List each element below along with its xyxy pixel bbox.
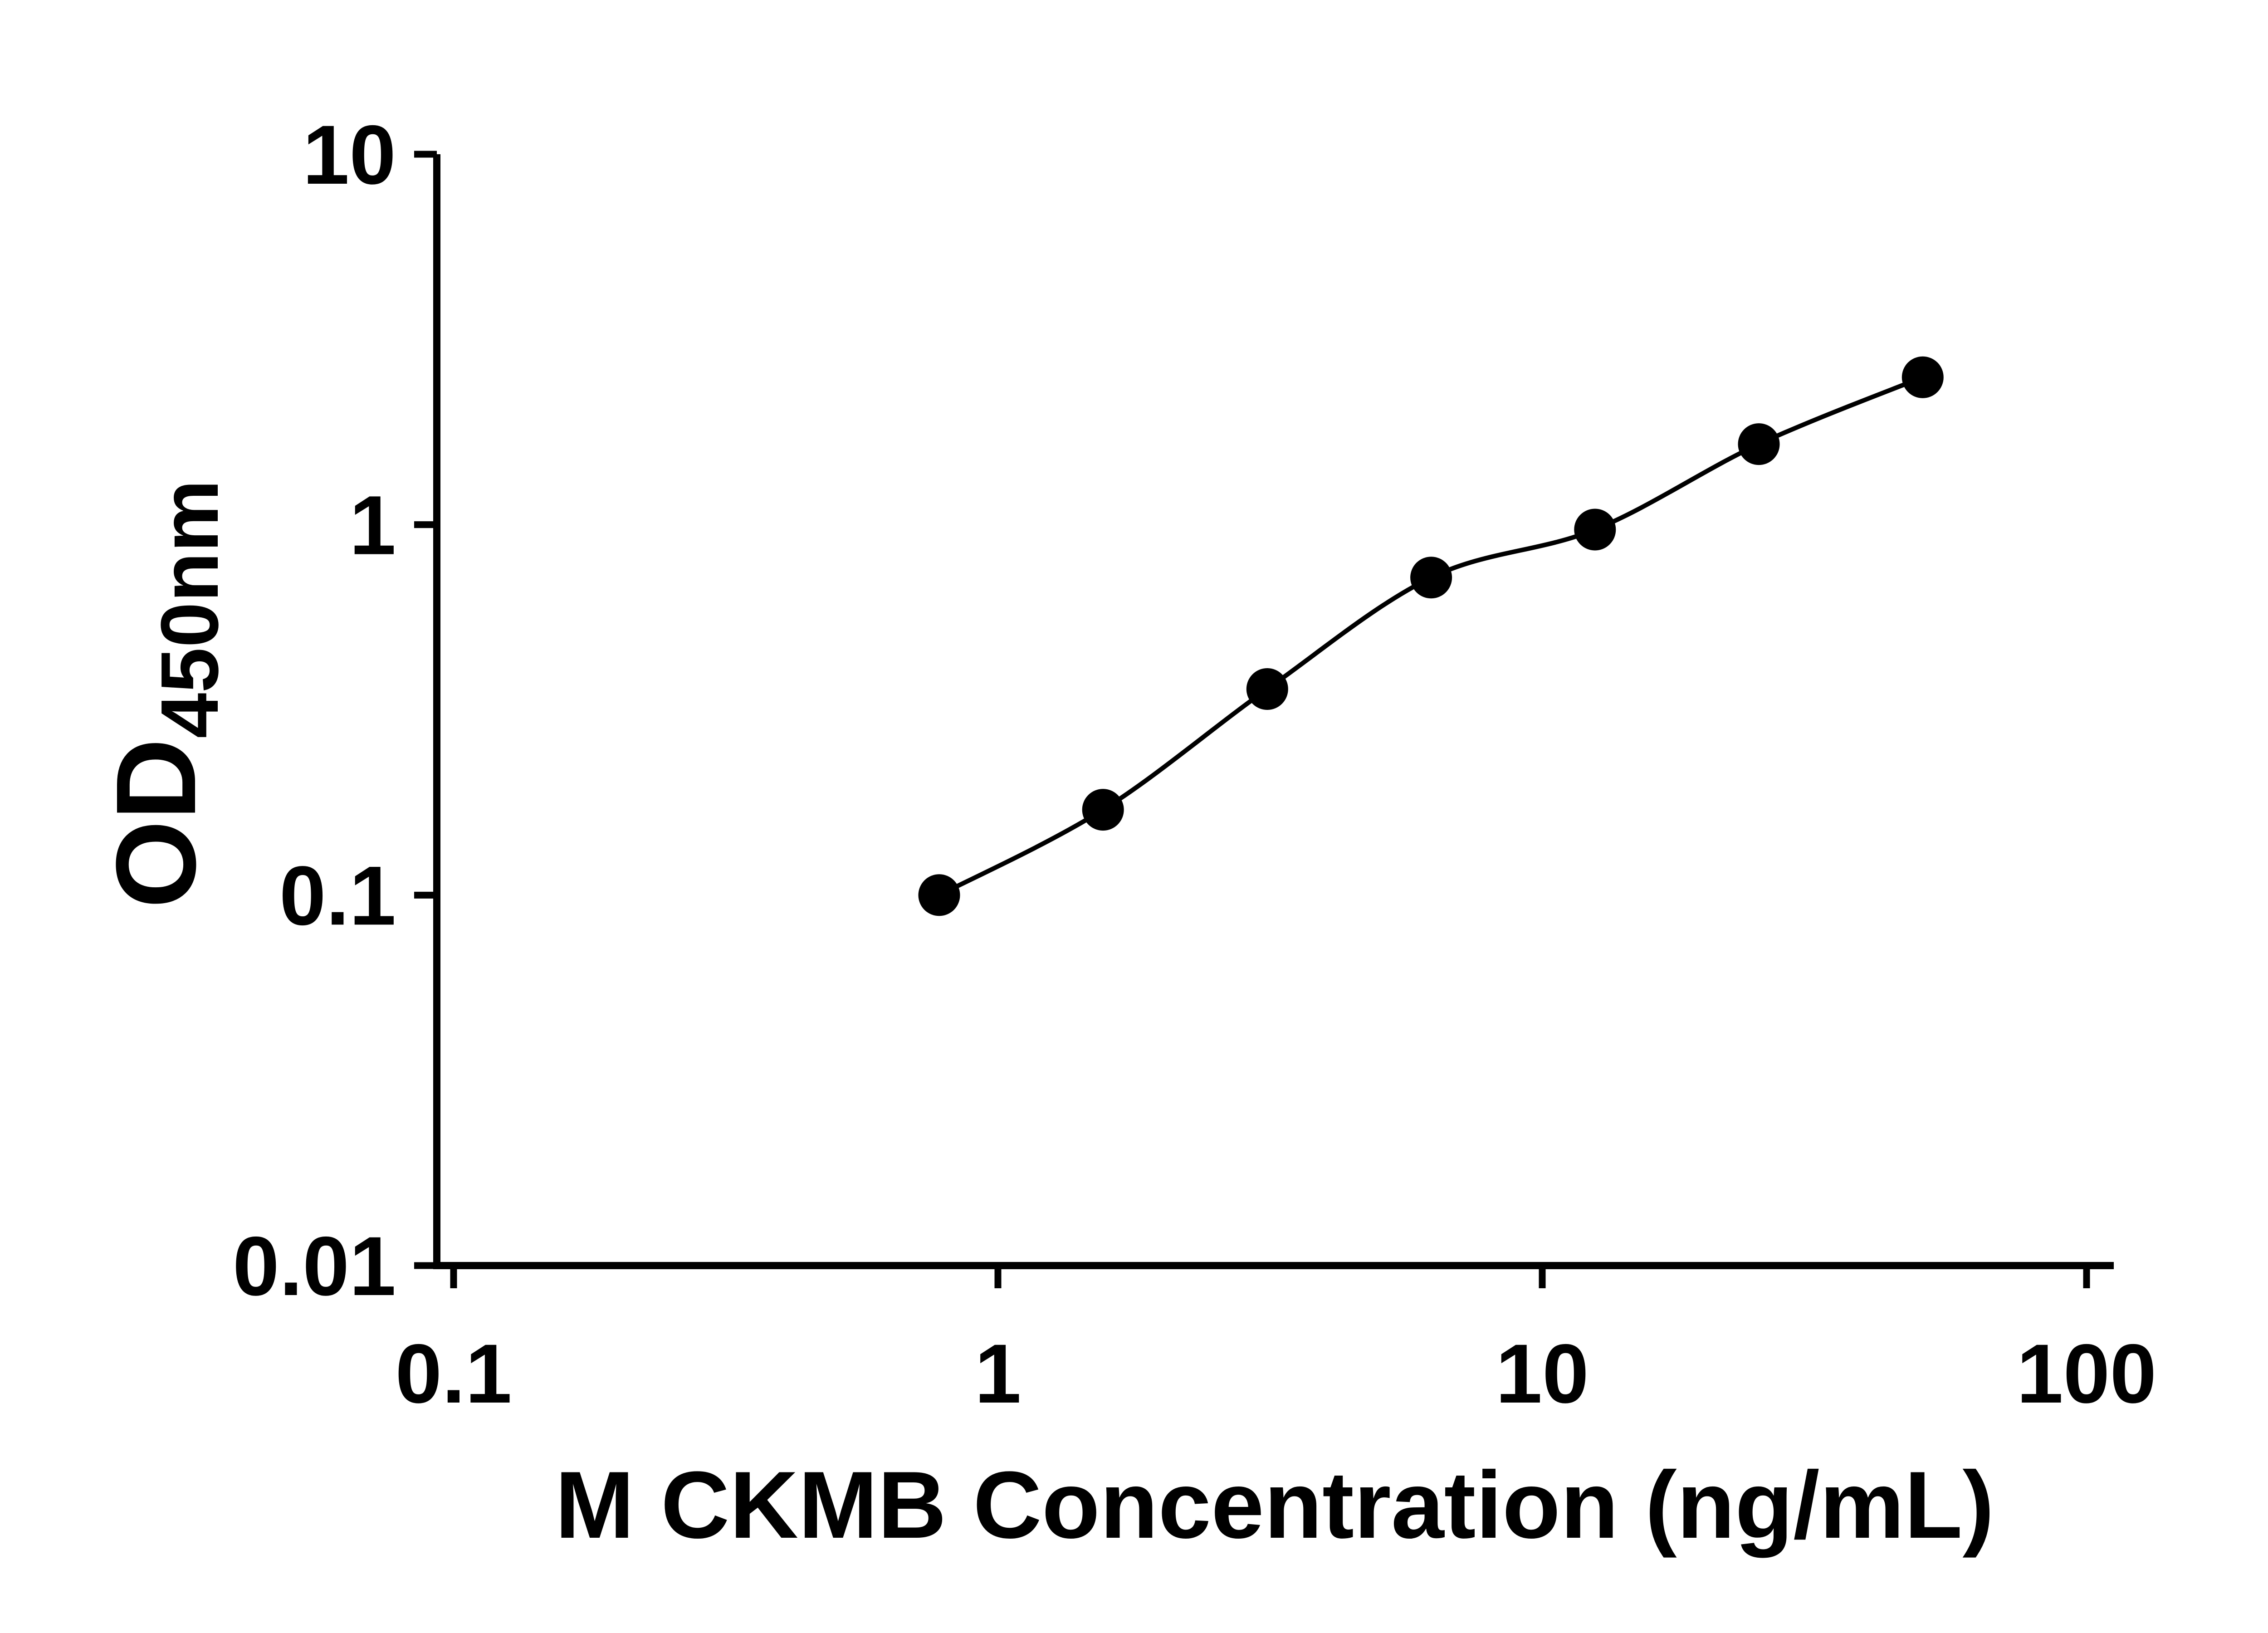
y-axis-tick-label: 0.01 [233, 1220, 396, 1313]
x-axis-title: M CKMB Concentration (ng/mL) [555, 1452, 1994, 1558]
y-axis-tick-label: 1 [349, 479, 396, 572]
data-point-marker [1901, 356, 1944, 398]
x-axis-tick-label: 1 [975, 1327, 1022, 1421]
data-point-marker [1246, 668, 1288, 710]
x-axis-tick-label: 100 [2017, 1327, 2157, 1421]
data-point-marker [1738, 423, 1780, 465]
y-axis-title-main: OD [93, 738, 219, 909]
x-axis-tick-label: 0.1 [395, 1327, 512, 1421]
y-axis-title-subscript: 450nm [144, 479, 235, 738]
data-point-marker [1082, 789, 1124, 831]
data-point-marker [918, 874, 960, 916]
y-axis-title: OD450nm [93, 479, 235, 908]
y-axis-tick-label: 10 [303, 108, 396, 202]
y-axis-tick-label: 0.1 [279, 849, 396, 943]
data-point-marker [1410, 557, 1452, 599]
plot-area: 0.01 0.1 1 10 0.1 1 10 100 [233, 108, 2156, 1421]
x-axis-tick-label: 10 [1496, 1327, 1589, 1421]
data-point-marker [1574, 508, 1616, 551]
axis-spine [433, 154, 2114, 1269]
